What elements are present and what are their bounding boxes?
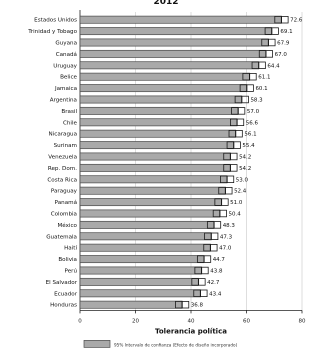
x-tick-label: 80 [299,318,306,324]
value-label: 54.2 [239,155,251,161]
x-tick-label: 0 [78,318,82,324]
value-label: 69.1 [280,29,292,35]
category-label: Perú [65,268,78,275]
x-tick-label: 20 [132,318,139,324]
bar-16 [79,198,222,207]
category-label: Costa Rica [47,177,77,183]
value-label: 54.2 [239,166,251,172]
bar-3 [79,49,267,58]
value-label: 56.1 [244,132,256,138]
category-label: Canadá [56,51,77,58]
value-label: 58.3 [250,98,263,104]
category-label: Belice [60,75,77,81]
bar-21 [79,255,205,264]
value-label: 60.1 [255,86,267,92]
value-label: 67.0 [275,52,288,58]
chart-title: 2012 [153,0,178,7]
value-label: 52.4 [234,189,247,195]
bar-1 [79,27,273,36]
category-label: Trinidad y Tobago [27,29,77,35]
bar-4 [79,61,260,70]
bar-17 [79,209,221,218]
category-label: Guatemala [46,234,77,240]
value-label: 48.3 [223,223,236,229]
category-label: Bolivia [58,257,77,263]
category-label: Rep. Dom. [48,166,77,172]
value-label: 61.1 [258,75,270,81]
category-label: Jamaica [54,86,77,92]
value-label: 36.8 [191,303,204,309]
category-label: Brasil [61,109,77,115]
bar-23 [79,277,199,286]
value-label: 43.8 [210,269,223,275]
bar-6 [79,84,248,93]
bar-0 [79,15,282,24]
bar-12 [79,152,231,161]
category-label: Surinam [54,143,77,149]
category-label: Argentina [50,98,77,104]
bar-25 [79,300,183,309]
category-label: Nicaragua [49,132,78,138]
value-label: 44.7 [213,257,226,263]
category-label: Honduras [50,303,77,309]
x-axis-label: Tolerancia política [155,327,227,335]
category-label: Estados Unidos [34,18,77,24]
value-label: 43.4 [209,291,222,297]
bar-24 [79,289,201,298]
bar-8 [79,106,239,115]
category-label: Guyana [55,41,77,47]
legend-text: 95% Intervalo de confianza (Efecto de di… [114,342,238,347]
category-label: Haití [64,245,77,252]
bar-5 [79,72,250,81]
category-label: Colombia [51,212,77,218]
category-label: México [57,222,77,229]
value-label: 47.0 [219,246,232,252]
value-label: 42.7 [207,280,220,286]
category-label: Ecuador [54,291,78,297]
bar-19 [79,232,212,241]
value-label: 50.4 [229,212,242,218]
category-label: Venezuela [48,155,77,161]
category-label: Paraguay [51,189,78,195]
bar-20 [79,243,211,252]
value-label: 56.6 [246,120,259,126]
value-label: 47.3 [220,234,233,240]
bar-7 [79,95,243,104]
bar-18 [79,220,215,229]
category-label: Panamá [55,199,77,206]
value-label: 72.6 [290,18,303,24]
value-label: 51.0 [230,200,243,206]
category-label: Uruguay [53,63,77,69]
value-label: 55.4 [242,143,255,149]
bar-9 [79,118,238,127]
x-tick-label: 60 [243,318,250,324]
value-label: 53.0 [236,177,249,183]
bar-15 [79,186,226,195]
value-label: 57.0 [247,109,260,115]
x-tick-label: 40 [188,318,195,324]
value-label: 64.4 [267,63,280,69]
value-label: 67.9 [277,41,290,47]
bar-2 [79,38,269,47]
category-label: El Salvador [46,280,78,286]
bar-14 [79,175,228,184]
category-label: Chile [63,120,78,126]
bar-22 [79,266,202,275]
bar-13 [79,163,231,172]
legend-swatch [83,340,111,348]
bar-11 [79,141,235,150]
bar-10 [79,129,237,138]
